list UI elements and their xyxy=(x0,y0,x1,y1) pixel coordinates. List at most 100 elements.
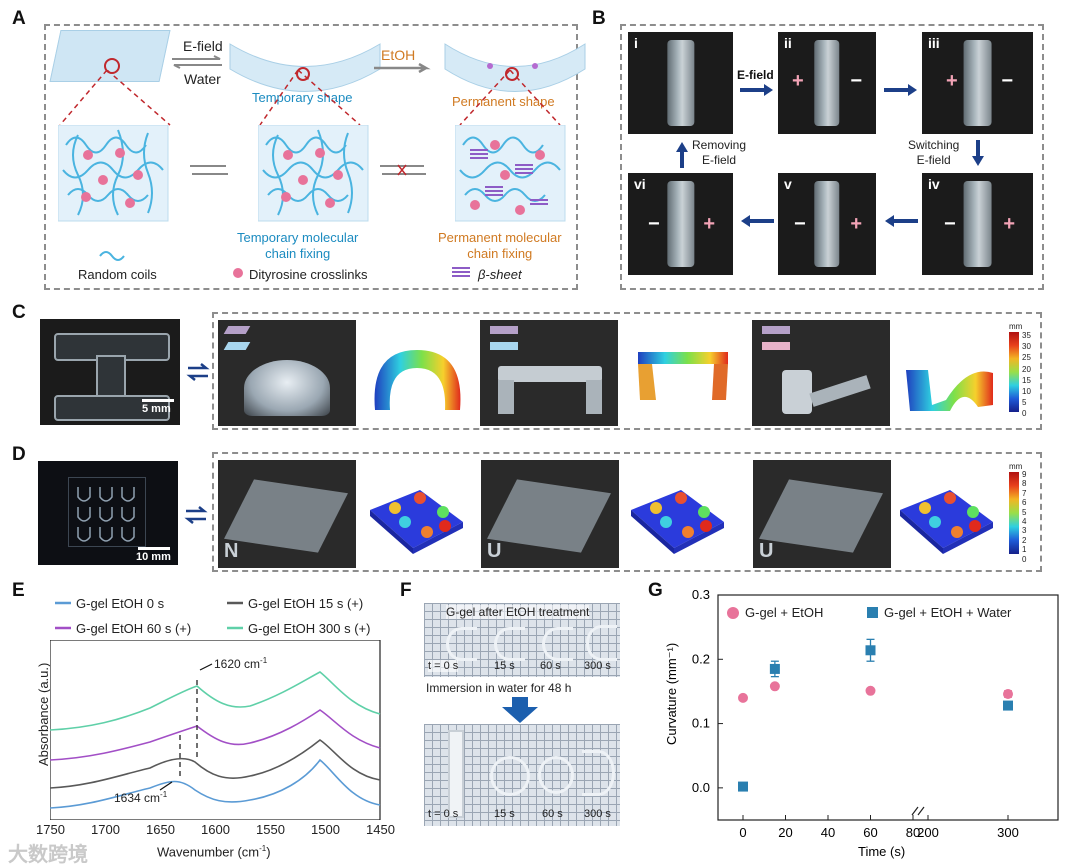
colorbar-d-unit: mm xyxy=(1009,462,1023,471)
point-etoh-water xyxy=(769,663,780,674)
watermark: 大数跨境 xyxy=(8,844,88,866)
arrow-b-2 xyxy=(884,84,917,96)
arrows-efield-water xyxy=(172,55,222,69)
f-bot-t300: 300 s xyxy=(584,808,611,820)
f-top-t300: 300 s xyxy=(584,660,611,672)
legend-e-swatch-2 xyxy=(55,626,71,630)
zoom-lines xyxy=(59,70,561,126)
photo-f-bottom: t = 0 s 15 s 60 s 300 s xyxy=(424,724,620,826)
ann-1620: 1620 cm-1 xyxy=(214,656,268,671)
photo-b-iv: iv − + xyxy=(922,173,1033,275)
point-etoh-water xyxy=(1003,700,1013,711)
legend-e-2: G-gel EtOH 60 s (+) xyxy=(76,621,192,636)
panel-c-label: C xyxy=(12,302,26,323)
legend-g-square xyxy=(867,607,878,618)
arrows-d-reversible xyxy=(184,506,208,524)
legend-e-0: G-gel EtOH 0 s xyxy=(76,596,165,611)
coil-icon xyxy=(99,251,125,261)
legend-g-circle xyxy=(727,607,739,619)
beta-sheet-icon xyxy=(452,267,470,277)
colorbar-c xyxy=(1009,332,1019,412)
legend-beta-sheet: β-sheet xyxy=(478,267,522,282)
arrow-b-1 xyxy=(740,84,773,96)
xlabel-e: Wavenumber (cm-1) xyxy=(157,844,271,860)
arrows-c-reversible xyxy=(186,363,210,381)
x-tick-label: 300 xyxy=(997,825,1019,840)
arrow-etoh xyxy=(374,63,431,73)
photo-c-2 xyxy=(480,320,618,426)
point-etoh xyxy=(738,692,748,703)
point-etoh-water xyxy=(865,645,876,656)
sim-c-2 xyxy=(638,352,728,400)
x-tick-label: 40 xyxy=(821,825,835,840)
legend-e-1: G-gel EtOH 15 s (+) xyxy=(248,596,364,611)
arrow-b-4 xyxy=(885,215,918,227)
photo-b-v: v − + xyxy=(778,173,876,275)
photo-d-array: 10 mm xyxy=(38,461,178,565)
y-tick-label: 0.1 xyxy=(692,716,710,731)
panel-e-label: E xyxy=(12,580,25,601)
axis-break xyxy=(911,806,925,816)
mol-box-perm xyxy=(455,125,566,222)
photo-d-3: U xyxy=(753,460,891,568)
x-tick-label: 200 xyxy=(917,825,939,840)
legend-g-0: G-gel + EtOH xyxy=(745,605,824,620)
mol-box-random xyxy=(58,125,169,222)
f-top-t60: 60 s xyxy=(540,660,561,672)
x-tick-label: 60 xyxy=(863,825,877,840)
photo-f-top: G-gel after EtOH treatment t = 0 s 15 s … xyxy=(424,603,620,677)
chart-ylabel: Curvature (mm⁻¹) xyxy=(664,643,679,745)
label-etoh: EtOH xyxy=(381,47,416,63)
legend-dityrosine: Dityrosine crosslinks xyxy=(249,267,368,282)
colorbar-c-ticks: 35 30 25 20 15 10 5 0 xyxy=(1022,331,1031,419)
ftir-plot xyxy=(50,640,381,820)
legend-g-1: G-gel + EtOH + Water xyxy=(884,605,1012,620)
dityrosine-dot-icon xyxy=(233,268,243,278)
sim-d-3 xyxy=(900,490,993,554)
x-tick-label: 80 xyxy=(906,825,920,840)
colorbar-d xyxy=(1009,472,1019,554)
panel-d-label: D xyxy=(12,444,26,465)
arrow-b-6 xyxy=(676,142,688,168)
photo-c-igel: 5 mm xyxy=(40,319,180,425)
panel-b-frame xyxy=(620,24,1044,290)
point-etoh xyxy=(865,685,876,696)
legend-random-coils: Random coils xyxy=(78,267,157,282)
colorbar-c-unit: mm xyxy=(1009,322,1023,331)
panel-g-label: G xyxy=(648,580,663,601)
arrow-b-3 xyxy=(972,140,984,166)
arrow-down-f xyxy=(502,697,538,723)
f-bot-t15: 15 s xyxy=(494,808,515,820)
sim-c-1 xyxy=(374,350,461,410)
mol-box-temp xyxy=(258,125,369,222)
xticks-e: 1750 1700 1650 1600 1550 1500 1450 xyxy=(36,822,395,837)
point-etoh xyxy=(769,681,780,692)
legend-e-swatch-1 xyxy=(227,601,243,605)
photo-c-1 xyxy=(218,320,356,426)
sim-d-2 xyxy=(631,490,724,554)
arrows-mol-1 xyxy=(190,165,228,175)
label-efield: E-field xyxy=(183,38,223,54)
spectrum-0s xyxy=(50,758,381,809)
panel-b-label: B xyxy=(592,8,606,29)
f-top-t0: t = 0 s xyxy=(428,660,459,672)
spectrum-300s xyxy=(50,671,381,731)
ann-1634: 1634 cm-1 xyxy=(114,790,168,805)
label-b-efield: E-field xyxy=(737,68,774,82)
y-tick-label: 0.2 xyxy=(692,651,710,666)
photo-c-3 xyxy=(752,320,890,426)
label-perm-fix: Permanent molecular chain fixing xyxy=(438,230,562,261)
panel-a-frame xyxy=(44,24,578,290)
legend-e-swatch-3 xyxy=(227,626,243,630)
arrow-b-5 xyxy=(741,215,774,227)
label-switching: Switching E-field xyxy=(908,138,960,167)
y-tick-label: 0.0 xyxy=(692,780,710,795)
sim-d-1 xyxy=(370,490,463,554)
label-immersion: Immersion in water for 48 h xyxy=(426,681,572,695)
label-water: Water xyxy=(184,71,221,87)
chart-xlabel: Time (s) xyxy=(858,844,905,859)
label-temp-fix: Temporary molecular chain fixing xyxy=(237,230,359,261)
f-top-t15: 15 s xyxy=(494,660,515,672)
legend-e-3: G-gel EtOH 300 s (+) xyxy=(248,621,371,636)
